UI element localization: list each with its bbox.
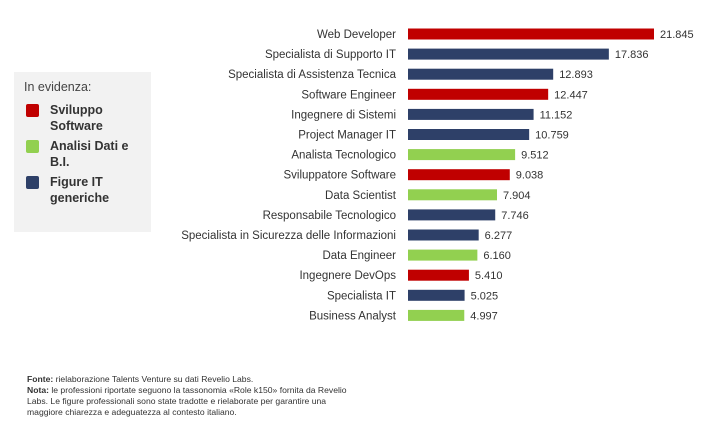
legend-title: In evidenza: (24, 80, 92, 94)
bar (408, 68, 554, 80)
value-label: 9.512 (521, 150, 549, 162)
note-label: Nota: (27, 385, 49, 395)
bar (408, 289, 465, 301)
category-label: Analista Tecnologico (291, 150, 396, 162)
category-label: Software Engineer (301, 89, 396, 101)
legend-swatch-generiche (26, 176, 39, 189)
bar (408, 88, 549, 100)
category-label: Business Analyst (309, 310, 397, 322)
legend-label-generiche: Figure IT generiche (50, 175, 110, 205)
legend-swatch-dati (26, 140, 39, 153)
bar (408, 28, 654, 40)
value-label: 5.025 (471, 290, 499, 302)
value-label: 4.997 (470, 310, 498, 322)
legend-label-sviluppo: Sviluppo Software (50, 103, 103, 133)
value-label: 9.038 (516, 170, 544, 182)
value-label: 6.277 (485, 230, 513, 242)
category-label: Project Manager IT (298, 130, 396, 142)
bar (408, 249, 478, 261)
source-note: Fonte: rielaborazione Talents Venture su… (27, 374, 347, 418)
category-label: Specialista IT (327, 290, 396, 302)
value-label: 11.152 (540, 109, 573, 121)
category-label: Responsabile Tecnologico (263, 210, 396, 222)
legend-item-generiche: Figure IT generiche (24, 174, 151, 210)
legend-item-dati: Analisi Dati e B.I. (24, 138, 151, 174)
category-label: Specialista di Assistenza Tecnica (228, 69, 397, 81)
category-label: Web Developer (317, 29, 396, 41)
legend: In evidenza: Sviluppo Software Analisi D… (14, 72, 151, 232)
bar (408, 229, 479, 241)
source-line: Fonte: rielaborazione Talents Venture su… (27, 374, 347, 385)
value-label: 21.845 (660, 29, 694, 41)
bar (408, 309, 465, 321)
value-label: 17.836 (615, 49, 649, 61)
category-label: Ingegnere di Sistemi (291, 109, 396, 121)
bar (408, 169, 510, 181)
note-text: le professioni riportate seguono la tass… (27, 385, 347, 417)
note-line: Nota: le professioni riportate seguono l… (27, 385, 347, 418)
value-label: 6.160 (483, 250, 511, 262)
bar (408, 108, 534, 120)
bar (408, 129, 530, 140)
source-text: rielaborazione Talents Venture su dati R… (53, 374, 254, 384)
bar (408, 189, 498, 201)
category-label: Specialista in Sicurezza delle Informazi… (181, 230, 396, 242)
category-label: Data Scientist (325, 190, 397, 202)
value-label: 7.746 (501, 210, 529, 222)
value-label: 12.447 (554, 89, 588, 101)
bar (408, 209, 496, 221)
value-label: 12.893 (559, 69, 593, 81)
value-label: 5.410 (475, 270, 503, 282)
bar (408, 48, 609, 60)
value-label: 7.904 (503, 190, 531, 202)
source-label: Fonte: (27, 374, 54, 384)
category-label: Data Engineer (322, 250, 396, 262)
legend-swatch-sviluppo (26, 104, 39, 117)
category-label: Specialista di Supporto IT (265, 49, 396, 61)
category-label: Ingegnere DevOps (299, 270, 396, 282)
legend-item-sviluppo: Sviluppo Software (24, 102, 151, 138)
bar (408, 269, 469, 281)
value-label: 10.759 (535, 130, 569, 142)
category-label: Sviluppatore Software (283, 170, 396, 182)
bar (408, 149, 516, 161)
legend-label-dati: Analisi Dati e B.I. (50, 139, 129, 169)
